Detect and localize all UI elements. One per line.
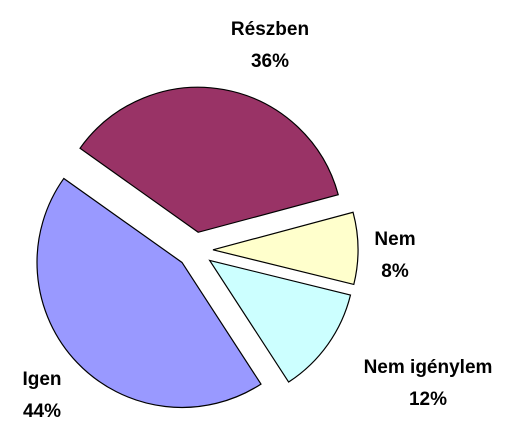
slice-value-label: 8% — [381, 261, 409, 282]
slice-label: Részben — [231, 19, 309, 40]
pie-slice — [36, 177, 262, 409]
pie-slice — [79, 86, 339, 233]
slice-label: Nem — [374, 229, 415, 250]
slice-value-label: 44% — [23, 401, 61, 421]
slice-value-label: 36% — [251, 51, 289, 72]
slice-value-label: 12% — [409, 389, 447, 410]
slice-label: Nem igénylem — [364, 357, 493, 378]
pie-slice — [212, 211, 359, 286]
slice-label: Igen — [22, 369, 61, 390]
pie-slice — [208, 259, 352, 383]
